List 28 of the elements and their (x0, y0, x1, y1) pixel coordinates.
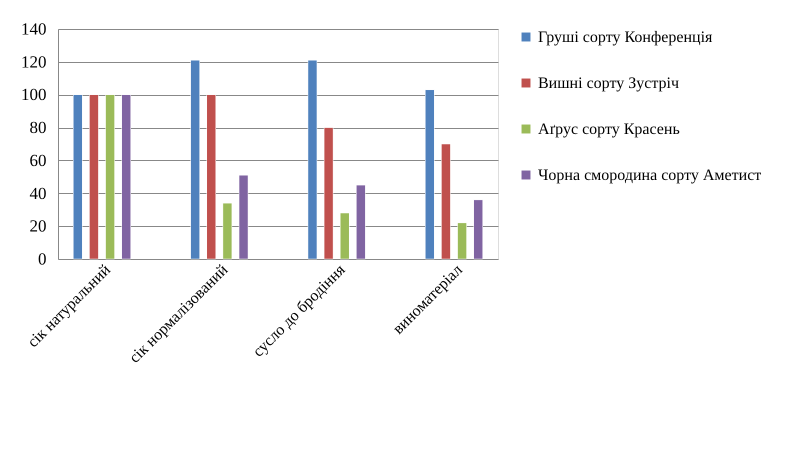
bar (340, 212, 350, 260)
legend-label: Вишні сорту Зустріч (538, 75, 680, 92)
bar (473, 200, 483, 260)
bar (457, 222, 467, 260)
bar (356, 184, 366, 260)
bar (308, 60, 318, 260)
bar (121, 94, 131, 260)
y-tick-label: 80 (30, 118, 46, 138)
bar (425, 90, 435, 260)
legend-label: Груші сорту Конференція (538, 29, 714, 46)
y-tick-label: 0 (38, 250, 46, 268)
y-tick-label: 120 (21, 52, 46, 72)
y-tick-label: 100 (21, 85, 46, 104)
bar (222, 202, 232, 260)
legend-label: Чорна смородина сорту Аметист (538, 167, 762, 184)
y-tick-label: 40 (30, 184, 46, 203)
bar (441, 144, 451, 260)
legend-label: Аґрус сорту Красень (538, 121, 680, 138)
bar (238, 174, 248, 260)
bar (324, 127, 334, 260)
y-tick-label: 140 (21, 20, 46, 38)
bar (73, 94, 83, 260)
bar (190, 60, 200, 260)
bar (89, 94, 99, 260)
y-tick-label: 20 (30, 216, 46, 236)
bar (206, 94, 216, 260)
bar (105, 94, 115, 260)
y-tick-label: 60 (30, 150, 46, 170)
